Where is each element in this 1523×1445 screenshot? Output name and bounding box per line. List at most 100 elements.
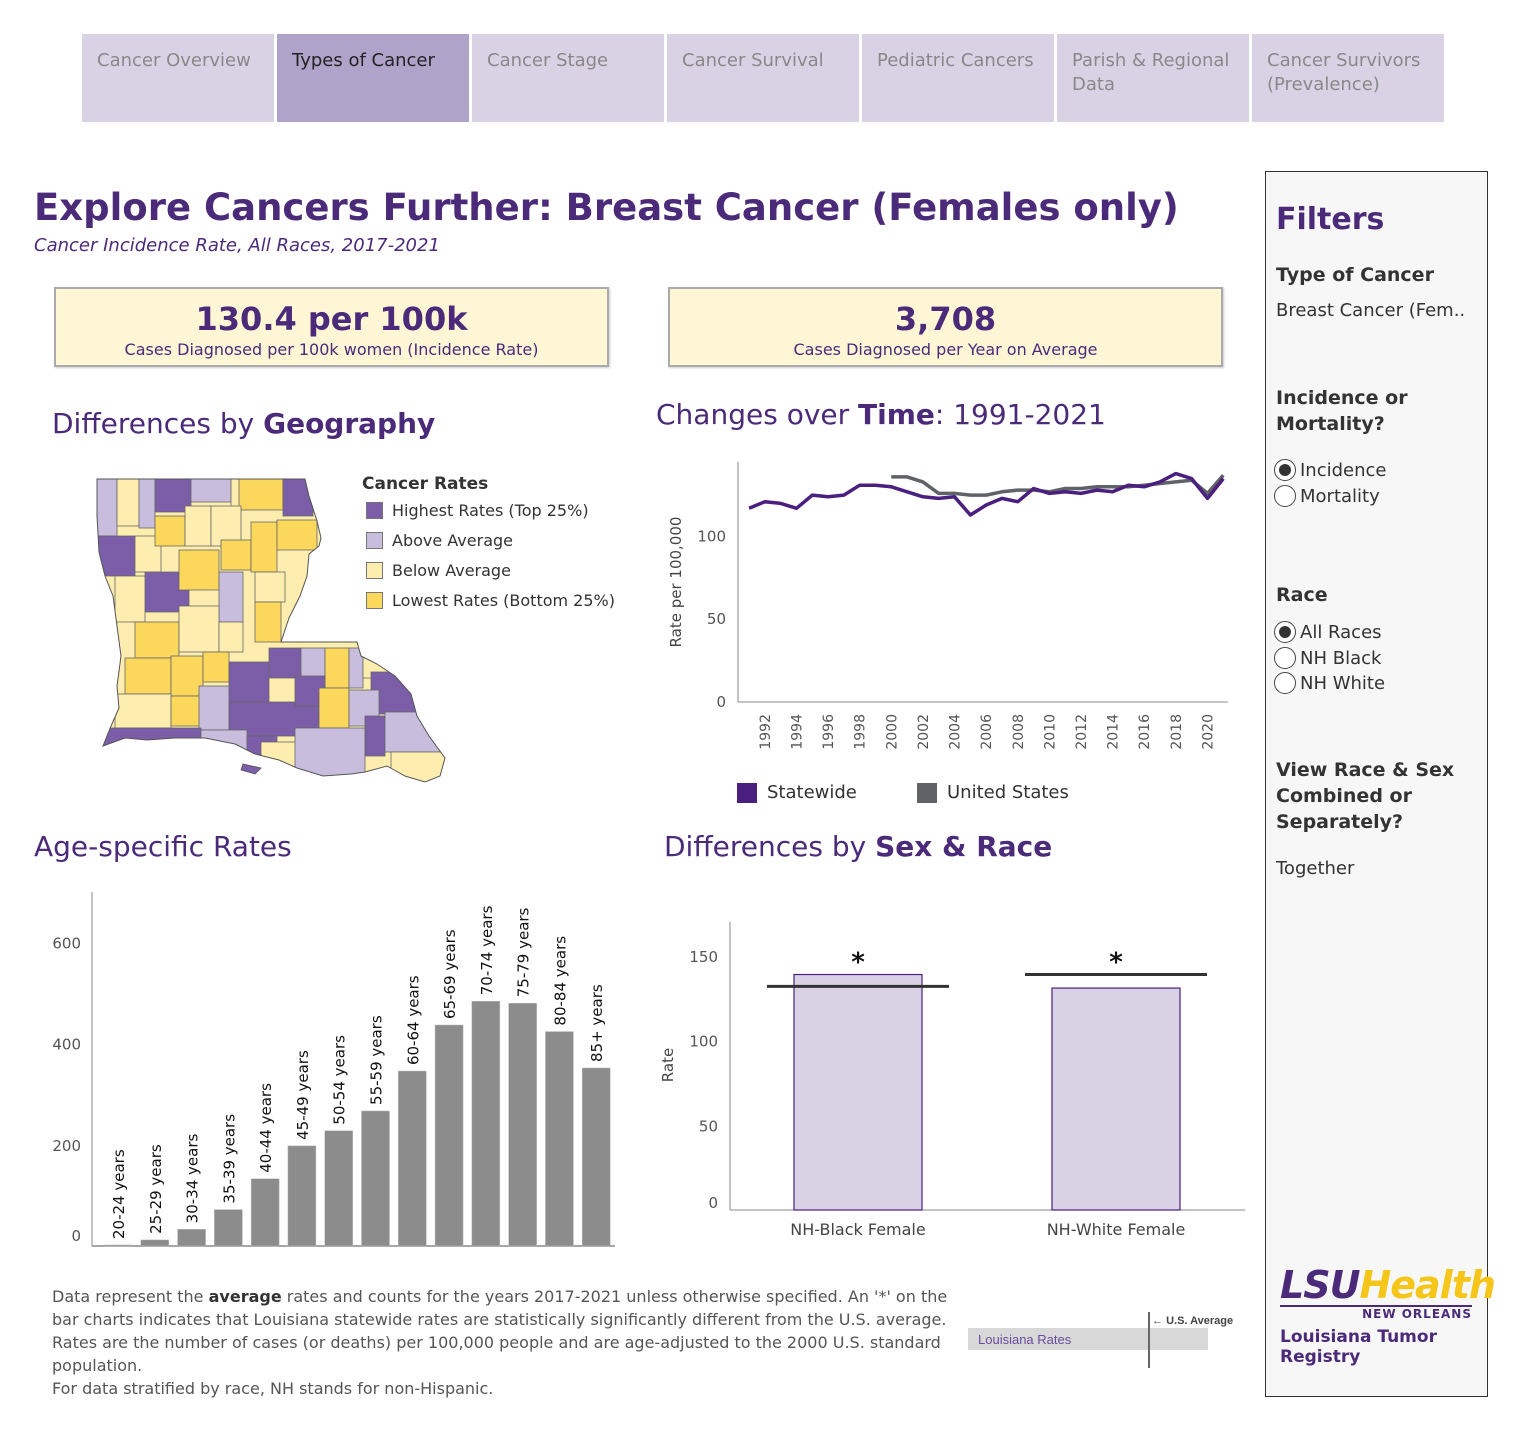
radio-incidence-circle[interactable] xyxy=(1274,459,1296,481)
age-bar xyxy=(177,1229,206,1247)
type-of-cancer-label: Type of Cancer xyxy=(1276,264,1434,286)
tab-cancer-overview[interactable]: Cancer Overview xyxy=(82,34,274,122)
radio-mortality-circle[interactable] xyxy=(1274,485,1296,507)
radio-nh-white-label: NH White xyxy=(1300,672,1386,694)
x-tick-label: 2018 xyxy=(1169,714,1185,750)
x-tick-label: 2008 xyxy=(1011,714,1027,750)
louisiana-parish-map[interactable] xyxy=(95,476,455,806)
age-bar-label: 35-39 years xyxy=(220,1114,238,1204)
tab-pediatric-cancers[interactable]: Pediatric Cancers xyxy=(862,34,1054,122)
x-tick-label: NH-White Female xyxy=(1047,1220,1186,1239)
legend-statewide[interactable]: Statewide xyxy=(737,782,857,803)
y-tick-label: 600 xyxy=(52,935,81,953)
footnote-bold: average xyxy=(208,1287,282,1306)
y-tick-label: 50 xyxy=(699,1117,718,1135)
incidence-rate-card: 130.4 per 100k Cases Diagnosed per 100k … xyxy=(54,287,609,367)
age-bar-label: 25-29 years xyxy=(147,1144,165,1234)
geography-title-bold: Geography xyxy=(263,407,436,440)
radio-all-races[interactable]: All Races xyxy=(1274,621,1382,643)
sex-race-bar-chart[interactable]: 0 50 100 150 Rate * NH-Black Female * NH-White F… xyxy=(655,910,1255,1250)
view-race-sex-dropdown[interactable]: Together xyxy=(1276,858,1355,879)
logo-registry: Louisiana Tumor Registry xyxy=(1280,1327,1437,1367)
filters-panel: Filters Type of Cancer Breast Cancer (Fe… xyxy=(1265,171,1488,1397)
incidence-rate-value: 130.4 per 100k xyxy=(195,300,468,338)
race-bar xyxy=(1051,987,1181,1211)
x-tick-label: 2000 xyxy=(884,714,900,750)
age-bar-label: 20-24 years xyxy=(110,1149,128,1239)
y-tick-label: 0 xyxy=(71,1227,81,1245)
y-tick-label: 400 xyxy=(52,1036,81,1054)
age-bar-label: 70-74 years xyxy=(478,905,496,995)
x-tick-label: 2012 xyxy=(1074,714,1090,750)
legend-united-states[interactable]: United States xyxy=(917,782,1069,803)
legend-item-below[interactable]: Below Average xyxy=(366,561,511,580)
x-tick-label: 2004 xyxy=(948,714,964,750)
x-tick-label: 2010 xyxy=(1042,714,1058,750)
x-tick-label: 1992 xyxy=(758,714,774,750)
incidence-rate-label: Cases Diagnosed per 100k women (Incidenc… xyxy=(124,340,539,359)
cases-per-year-label: Cases Diagnosed per Year on Average xyxy=(793,340,1098,359)
age-bar xyxy=(250,1178,280,1247)
radio-incidence[interactable]: Incidence xyxy=(1274,459,1387,481)
footnote-part-2: rates and counts for the years 2017-2021… xyxy=(52,1287,948,1375)
x-tick-label: 1998 xyxy=(853,714,869,750)
x-tick-label: 2020 xyxy=(1200,714,1216,750)
radio-all-races-circle[interactable] xyxy=(1274,621,1296,643)
age-specific-bar-chart[interactable]: 0 200 400 600 20-24 years 25-29 years 30-34 ye… xyxy=(30,880,630,1260)
radio-nh-black[interactable]: NH Black xyxy=(1274,647,1381,669)
louisiana-rates-label: Louisiana Rates xyxy=(978,1332,1072,1347)
radio-nh-black-circle[interactable] xyxy=(1274,647,1296,669)
cases-per-year-value: 3,708 xyxy=(894,300,997,338)
significance-marker: * xyxy=(1109,948,1123,978)
geography-section-title: Differences by Geography xyxy=(52,407,435,440)
time-line-chart[interactable]: 0 50 100 1992 1994 1996 1998 2000 2002 2004 2006 20… xyxy=(655,450,1245,770)
age-bar-label: 30-34 years xyxy=(184,1133,202,1223)
geography-title-prefix: Differences by xyxy=(52,407,264,440)
time-title-prefix: Changes over xyxy=(656,398,859,431)
tab-bar: Cancer Overview Types of Cancer Cancer S… xyxy=(82,34,1444,122)
x-tick-label: 2014 xyxy=(1106,714,1122,750)
radio-nh-white[interactable]: NH White xyxy=(1274,672,1385,694)
tab-types-of-cancer[interactable]: Types of Cancer xyxy=(277,34,469,122)
united-states-line xyxy=(891,474,1225,497)
significance-marker: * xyxy=(851,948,865,978)
age-section-title: Age-specific Rates xyxy=(34,830,292,863)
footnote: Data represent the average rates and cou… xyxy=(52,1285,952,1400)
incidence-mortality-label: Incidence or Mortality? xyxy=(1276,387,1408,435)
logo-divider xyxy=(1280,1305,1472,1307)
age-bar-label: 50-54 years xyxy=(331,1035,349,1125)
tab-cancer-survivors[interactable]: Cancer Survivors (Prevalence) xyxy=(1252,34,1444,122)
us-average-legend: Louisiana Rates ← U.S. Average xyxy=(968,1312,1233,1368)
time-title-suffix: : 1991-2021 xyxy=(934,398,1106,431)
filters-title: Filters xyxy=(1276,202,1385,237)
statewide-line xyxy=(748,471,1225,517)
radio-nh-white-circle[interactable] xyxy=(1274,672,1296,694)
legend-swatch-highest xyxy=(366,502,383,519)
sexrace-section-title: Differences by Sex & Race xyxy=(664,830,1052,863)
legend-label-below: Below Average xyxy=(392,561,511,580)
tab-cancer-stage[interactable]: Cancer Stage xyxy=(472,34,664,122)
us-average-text: U.S. Average xyxy=(1166,1315,1233,1327)
age-bar xyxy=(214,1209,243,1247)
x-tick-label: 2016 xyxy=(1137,714,1153,750)
age-bar-label: 75-79 years xyxy=(515,907,533,997)
logo-new-orleans: NEW ORLEANS xyxy=(1362,1307,1472,1321)
type-of-cancer-dropdown[interactable]: Breast Cancer (Fem.. xyxy=(1276,300,1466,321)
tab-parish-regional-data[interactable]: Parish & Regional Data xyxy=(1057,34,1249,122)
x-tick-label: 2006 xyxy=(979,714,995,750)
y-tick-label: 100 xyxy=(697,527,726,545)
age-bar-label: 45-49 years xyxy=(294,1050,312,1140)
legend-item-above[interactable]: Above Average xyxy=(366,531,513,550)
age-bar xyxy=(508,1003,537,1247)
y-tick-label: 0 xyxy=(716,693,726,711)
tab-cancer-survival[interactable]: Cancer Survival xyxy=(667,34,859,122)
page-subtitle: Cancer Incidence Rate, All Races, 2017-2… xyxy=(34,235,440,256)
age-bar-label: 65-69 years xyxy=(441,929,459,1019)
radio-mortality[interactable]: Mortality xyxy=(1274,485,1380,507)
lsu-health-logo[interactable]: LSUHealth NEW ORLEANS Louisiana Tumor Re… xyxy=(1280,1265,1496,1367)
age-bar-label: 60-64 years xyxy=(404,975,422,1065)
legend-item-lowest[interactable]: Lowest Rates (Bottom 25%) xyxy=(366,591,615,610)
radio-mortality-label: Mortality xyxy=(1300,485,1380,507)
legend-item-highest[interactable]: Highest Rates (Top 25%) xyxy=(366,501,589,520)
footnote-race-note: For data stratified by race, NH stands f… xyxy=(52,1379,494,1398)
